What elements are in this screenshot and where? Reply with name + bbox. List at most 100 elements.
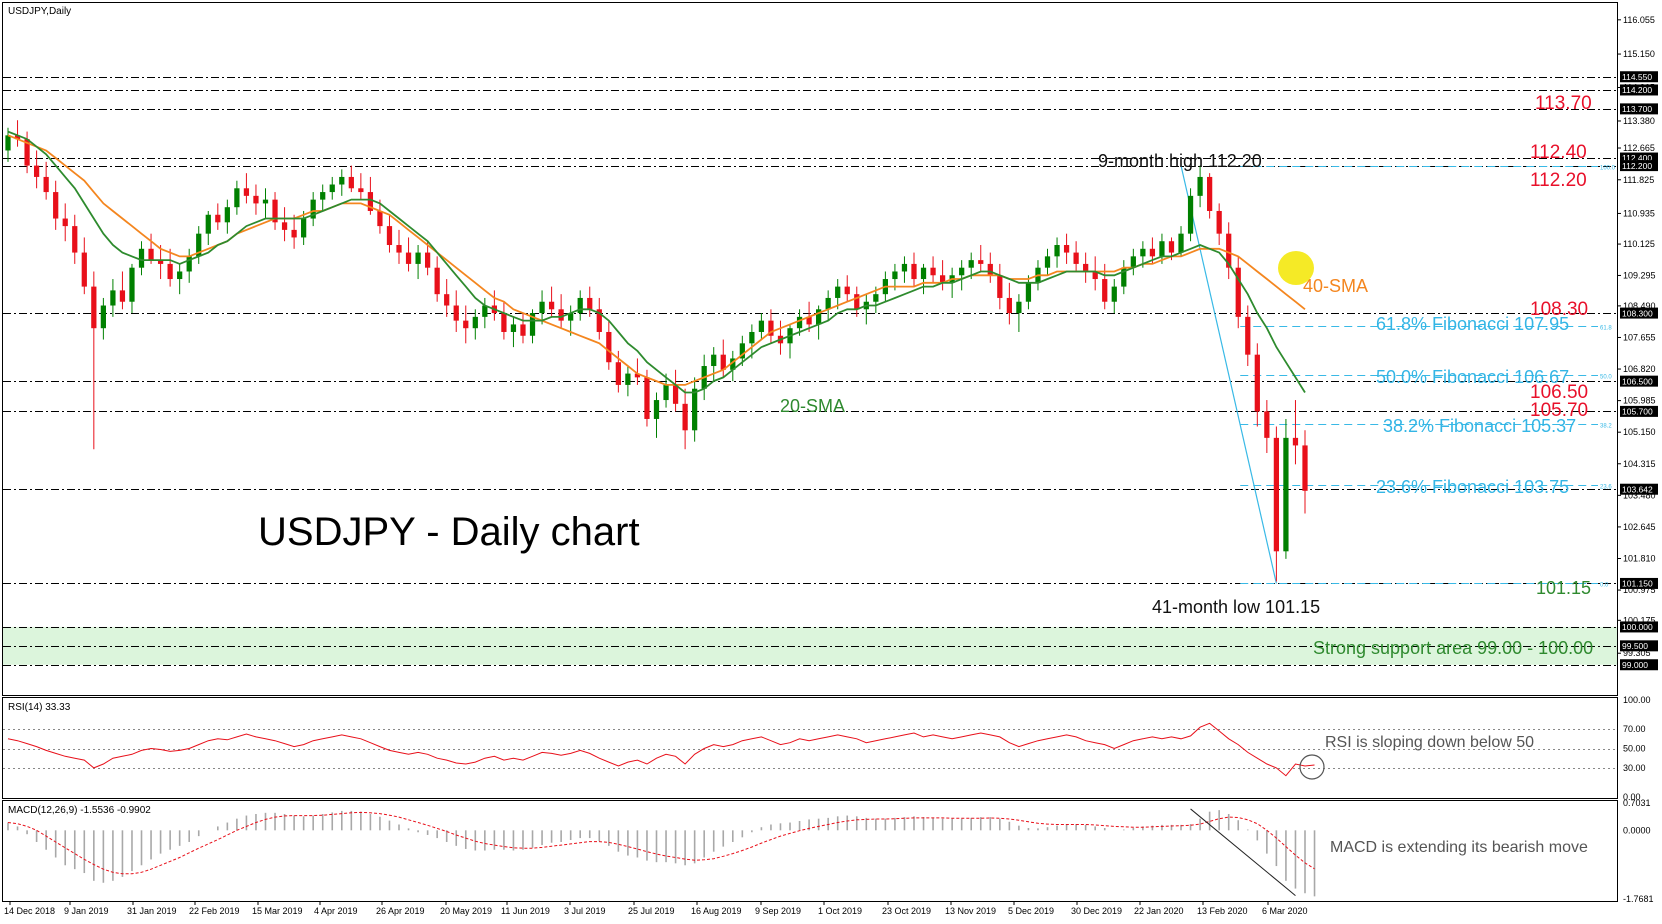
date-tick-label: 11 Jun 2019 [501,906,550,916]
level-annotation-101-15: 101.15 [1536,578,1591,598]
candle [653,392,660,438]
fib-ratio-label-3: 38.2 [1600,424,1612,430]
svg-text:113.700: 113.700 [1622,104,1652,114]
candle [339,169,345,196]
candle [587,286,593,317]
date-tick-label: 13 Nov 2019 [945,906,996,916]
date-tick-label: 31 Jan 2019 [127,906,177,916]
candle [1273,426,1280,582]
sma20-line [7,130,1306,394]
date-tick-label: 22 Feb 2019 [189,906,240,916]
svg-text:112.400: 112.400 [1622,153,1652,163]
candle [386,214,393,253]
candle [129,263,135,314]
candle [901,256,908,283]
candle [1187,188,1194,242]
svg-text:108.300: 108.300 [1622,308,1653,318]
sma20-label: 20-SMA [780,396,845,416]
candle [835,279,841,310]
price-badge: 113.700 [1620,103,1658,115]
candle [501,301,507,340]
fib-annotation-61-8: 61.8% Fibonacci 107.95 [1376,314,1569,334]
svg-text:105.700: 105.700 [1622,407,1653,417]
date-tick-label: 3 Jul 2019 [564,906,606,916]
rsi-tick-label: 100.00 [1623,695,1651,705]
price-badge: 108.300 [1620,307,1658,319]
candle [854,286,860,317]
price-tick-label: 107.655 [1623,332,1656,342]
sma40-label: 40-SMA [1303,276,1368,296]
candle [758,313,765,340]
rsi-indicator: 100.00 70.00 50.00 30.00 0.00 [3,695,1651,802]
date-tick-label: 26 Apr 2019 [376,906,425,916]
candle [529,309,536,344]
rsi-pane [2,697,1618,799]
price-tick-label: 113.380 [1623,116,1655,126]
rsi-tick-label: 30.00 [1623,763,1646,773]
candle [663,373,669,408]
low-annotation: 41-month low 101.15 [1152,597,1320,617]
fib-annotation-50-0: 50.0% Fibonacci 106.67 [1376,367,1569,387]
symbol-label: USDJPY,Daily [8,6,71,17]
level-annotation-112-40: 112.40 [1530,142,1587,163]
candle [844,275,850,302]
candle [234,180,240,215]
level-annotation-106-50: 106.50 [1530,382,1588,403]
candle [157,245,164,280]
candle [396,229,402,264]
price-tick-label: 116.055 [1623,15,1655,25]
rsi-tick-label: 0.00 [1623,792,1641,802]
candle [453,290,459,332]
svg-text:101.150: 101.150 [1622,579,1653,589]
candle [920,263,927,295]
candle [606,320,612,370]
candle [1283,418,1289,559]
price-levels [3,77,1617,666]
candle [1121,260,1127,295]
price-badge: 103.642 [1620,483,1658,495]
candle [463,305,469,344]
price-tick-label: 105.985 [1623,396,1656,406]
fib-diagonal [1180,165,1277,584]
candle [825,290,831,321]
svg-text:103.642: 103.642 [1622,484,1653,494]
price-tick-label: 112.665 [1623,143,1655,153]
level-annotation-105-70: 105.70 [1530,400,1588,421]
date-tick-label: 6 Mar 2020 [1262,906,1308,916]
candle [14,120,21,147]
candle [939,260,946,291]
support-zone [3,626,1617,665]
price-badge: 112.200 [1620,160,1658,172]
candle [81,237,87,295]
candle [1197,165,1203,208]
candle [1292,400,1299,465]
candle [625,366,631,397]
high-annotation: 9-month high 112.20 [1098,151,1262,171]
svg-text:114.200: 114.200 [1622,85,1652,95]
price-tick-label: 100.175 [1623,615,1656,625]
candle [539,290,545,325]
candle [1025,275,1032,310]
svg-text:99.000: 99.000 [1622,660,1648,670]
candle [1245,305,1251,367]
candle [186,248,192,283]
candle [310,192,316,227]
price-badge: 114.550 [1620,71,1658,83]
svg-text:99.500: 99.500 [1622,641,1648,651]
candle [1006,282,1012,325]
candle [482,297,488,329]
candle [959,260,965,291]
macd-tick-label: 0.7031 [1623,798,1651,808]
date-tick-label: 22 Jan 2020 [1134,906,1184,916]
candle [243,173,250,204]
candle [196,226,202,264]
candle [43,161,49,200]
date-tick-label: 15 Mar 2019 [252,906,303,916]
candle [930,256,936,283]
svg-text:112.200: 112.200 [1622,161,1652,171]
candle [301,210,307,246]
candle [596,297,602,340]
candle [978,245,984,272]
candle [1054,237,1060,268]
